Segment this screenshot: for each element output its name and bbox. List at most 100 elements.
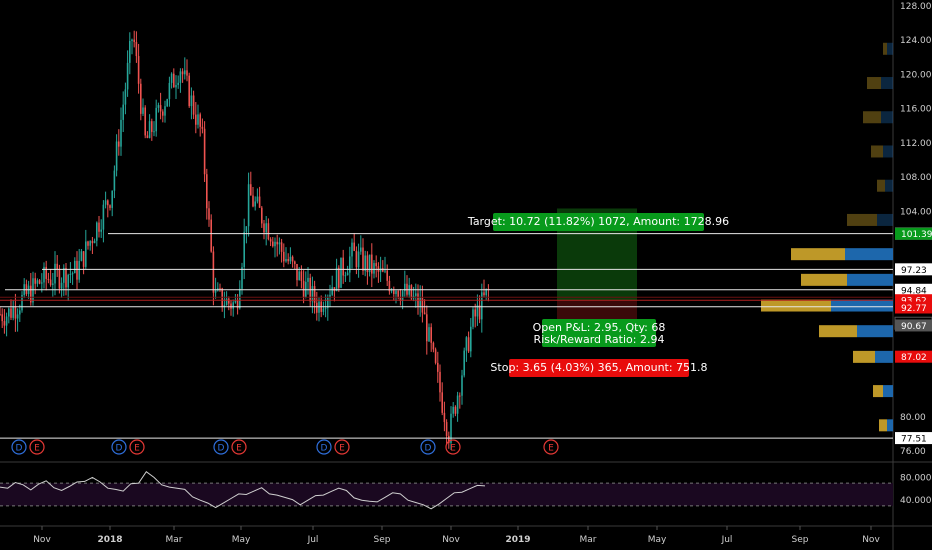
level-price-tag xyxy=(895,283,932,296)
candle-body xyxy=(382,268,384,272)
earnings-icon[interactable] xyxy=(334,439,350,455)
candle-body xyxy=(483,292,485,296)
candle-body xyxy=(155,107,157,132)
vp-bar-buy xyxy=(883,385,893,398)
candle-body xyxy=(296,263,298,281)
candle-body xyxy=(58,269,61,289)
candle-body xyxy=(291,256,294,262)
candle-body xyxy=(434,349,437,363)
stop-label[interactable]: Stop: 3.65 (4.03%) 365, Amount: 751.8 xyxy=(490,359,708,377)
candle-body xyxy=(52,283,54,285)
dividend-marker-label: D xyxy=(425,444,432,454)
candle-body xyxy=(69,273,72,275)
dividend-icon[interactable] xyxy=(316,439,332,455)
candle-body xyxy=(485,288,487,296)
earnings-marker-label: E xyxy=(450,444,456,454)
dividend-icon[interactable] xyxy=(11,439,27,455)
candle-body xyxy=(214,290,217,293)
earnings-icon[interactable] xyxy=(543,439,559,455)
dividend-icon[interactable] xyxy=(420,439,436,455)
stop-label-box xyxy=(509,359,689,377)
vp-bar-sell xyxy=(863,111,881,124)
candle-body xyxy=(122,104,124,120)
candle-body xyxy=(441,392,443,413)
candle-body xyxy=(60,282,63,289)
level-price-tag xyxy=(895,432,932,445)
candle-body xyxy=(287,258,289,262)
earnings-marker-label: E xyxy=(134,444,140,454)
candle-body xyxy=(146,135,149,138)
position-labels: Target: 10.72 (11.82%) 1072, Amount: 172… xyxy=(467,213,729,377)
x-tick-label: Nov xyxy=(33,535,51,545)
candle-body xyxy=(428,327,430,342)
x-tick-label: Nov xyxy=(442,535,460,545)
candle-body xyxy=(47,278,50,280)
candle-body xyxy=(140,83,142,114)
target-label[interactable]: Target: 10.72 (11.82%) 1072, Amount: 172… xyxy=(467,213,729,231)
candle-body xyxy=(129,40,131,63)
candle-body xyxy=(340,257,342,288)
vp-bar-sell xyxy=(877,179,885,192)
candle-body xyxy=(126,62,129,90)
y-tick-label: 80.00 xyxy=(900,413,926,423)
dividend-marker-label: D xyxy=(16,444,23,454)
candle-body xyxy=(406,283,408,295)
candle-body xyxy=(74,260,76,274)
candle-body xyxy=(476,305,479,317)
earnings-icon[interactable] xyxy=(231,439,247,455)
candle-body xyxy=(195,114,197,125)
candle-body xyxy=(38,280,41,284)
y-tick-label: 108.00 xyxy=(900,173,932,183)
candle-body xyxy=(443,412,446,423)
candle-body xyxy=(357,251,360,268)
candle-body xyxy=(481,292,483,320)
rsi-pane xyxy=(0,470,893,510)
target-label-box xyxy=(493,213,704,231)
earnings-icon[interactable] xyxy=(129,439,145,455)
dividend-icon[interactable] xyxy=(213,439,229,455)
candle-body xyxy=(144,107,146,136)
candle-body xyxy=(85,241,87,267)
candle-body xyxy=(54,263,56,284)
pnl-label-text: Risk/Reward Ratio: 2.94 xyxy=(534,333,665,346)
target-label-text: Target: 10.72 (11.82%) 1072, Amount: 172… xyxy=(467,215,729,228)
candle-body xyxy=(5,316,8,326)
candle-body xyxy=(256,196,259,202)
vp-bar-buy xyxy=(831,299,893,312)
vp-bar-sell xyxy=(791,248,845,261)
candle-body xyxy=(386,270,388,281)
candle-body xyxy=(32,278,34,303)
candle-body xyxy=(467,337,470,352)
candle-body xyxy=(432,342,435,350)
candle-body xyxy=(285,258,287,262)
candle-body xyxy=(243,231,245,268)
candle-body xyxy=(153,131,155,133)
dividend-icon[interactable] xyxy=(111,439,127,455)
candle-body xyxy=(30,285,32,303)
vp-bar-buy xyxy=(883,145,893,158)
candle-body xyxy=(67,274,69,288)
x-tick-label: Jul xyxy=(721,535,733,545)
vp-bar-sell xyxy=(819,325,857,338)
candle-body xyxy=(14,306,17,319)
candle-body xyxy=(327,297,329,308)
candle-body xyxy=(463,350,465,376)
dividend-marker-label: D xyxy=(321,444,328,454)
candle-body xyxy=(63,267,65,283)
x-tick-label: Sep xyxy=(792,535,809,545)
earnings-icon[interactable] xyxy=(29,439,45,455)
candle-body xyxy=(115,141,118,171)
candle-body xyxy=(421,297,424,313)
candle-body xyxy=(179,71,182,83)
price-tag-text: 92.77 xyxy=(901,304,927,314)
candle-body xyxy=(111,190,113,208)
candle-body xyxy=(335,267,338,292)
candle-body xyxy=(360,247,362,252)
earnings-icon[interactable] xyxy=(445,439,461,455)
candle-body xyxy=(170,73,173,83)
vp-bar-sell xyxy=(847,213,877,226)
x-tick-label: May xyxy=(232,535,251,545)
